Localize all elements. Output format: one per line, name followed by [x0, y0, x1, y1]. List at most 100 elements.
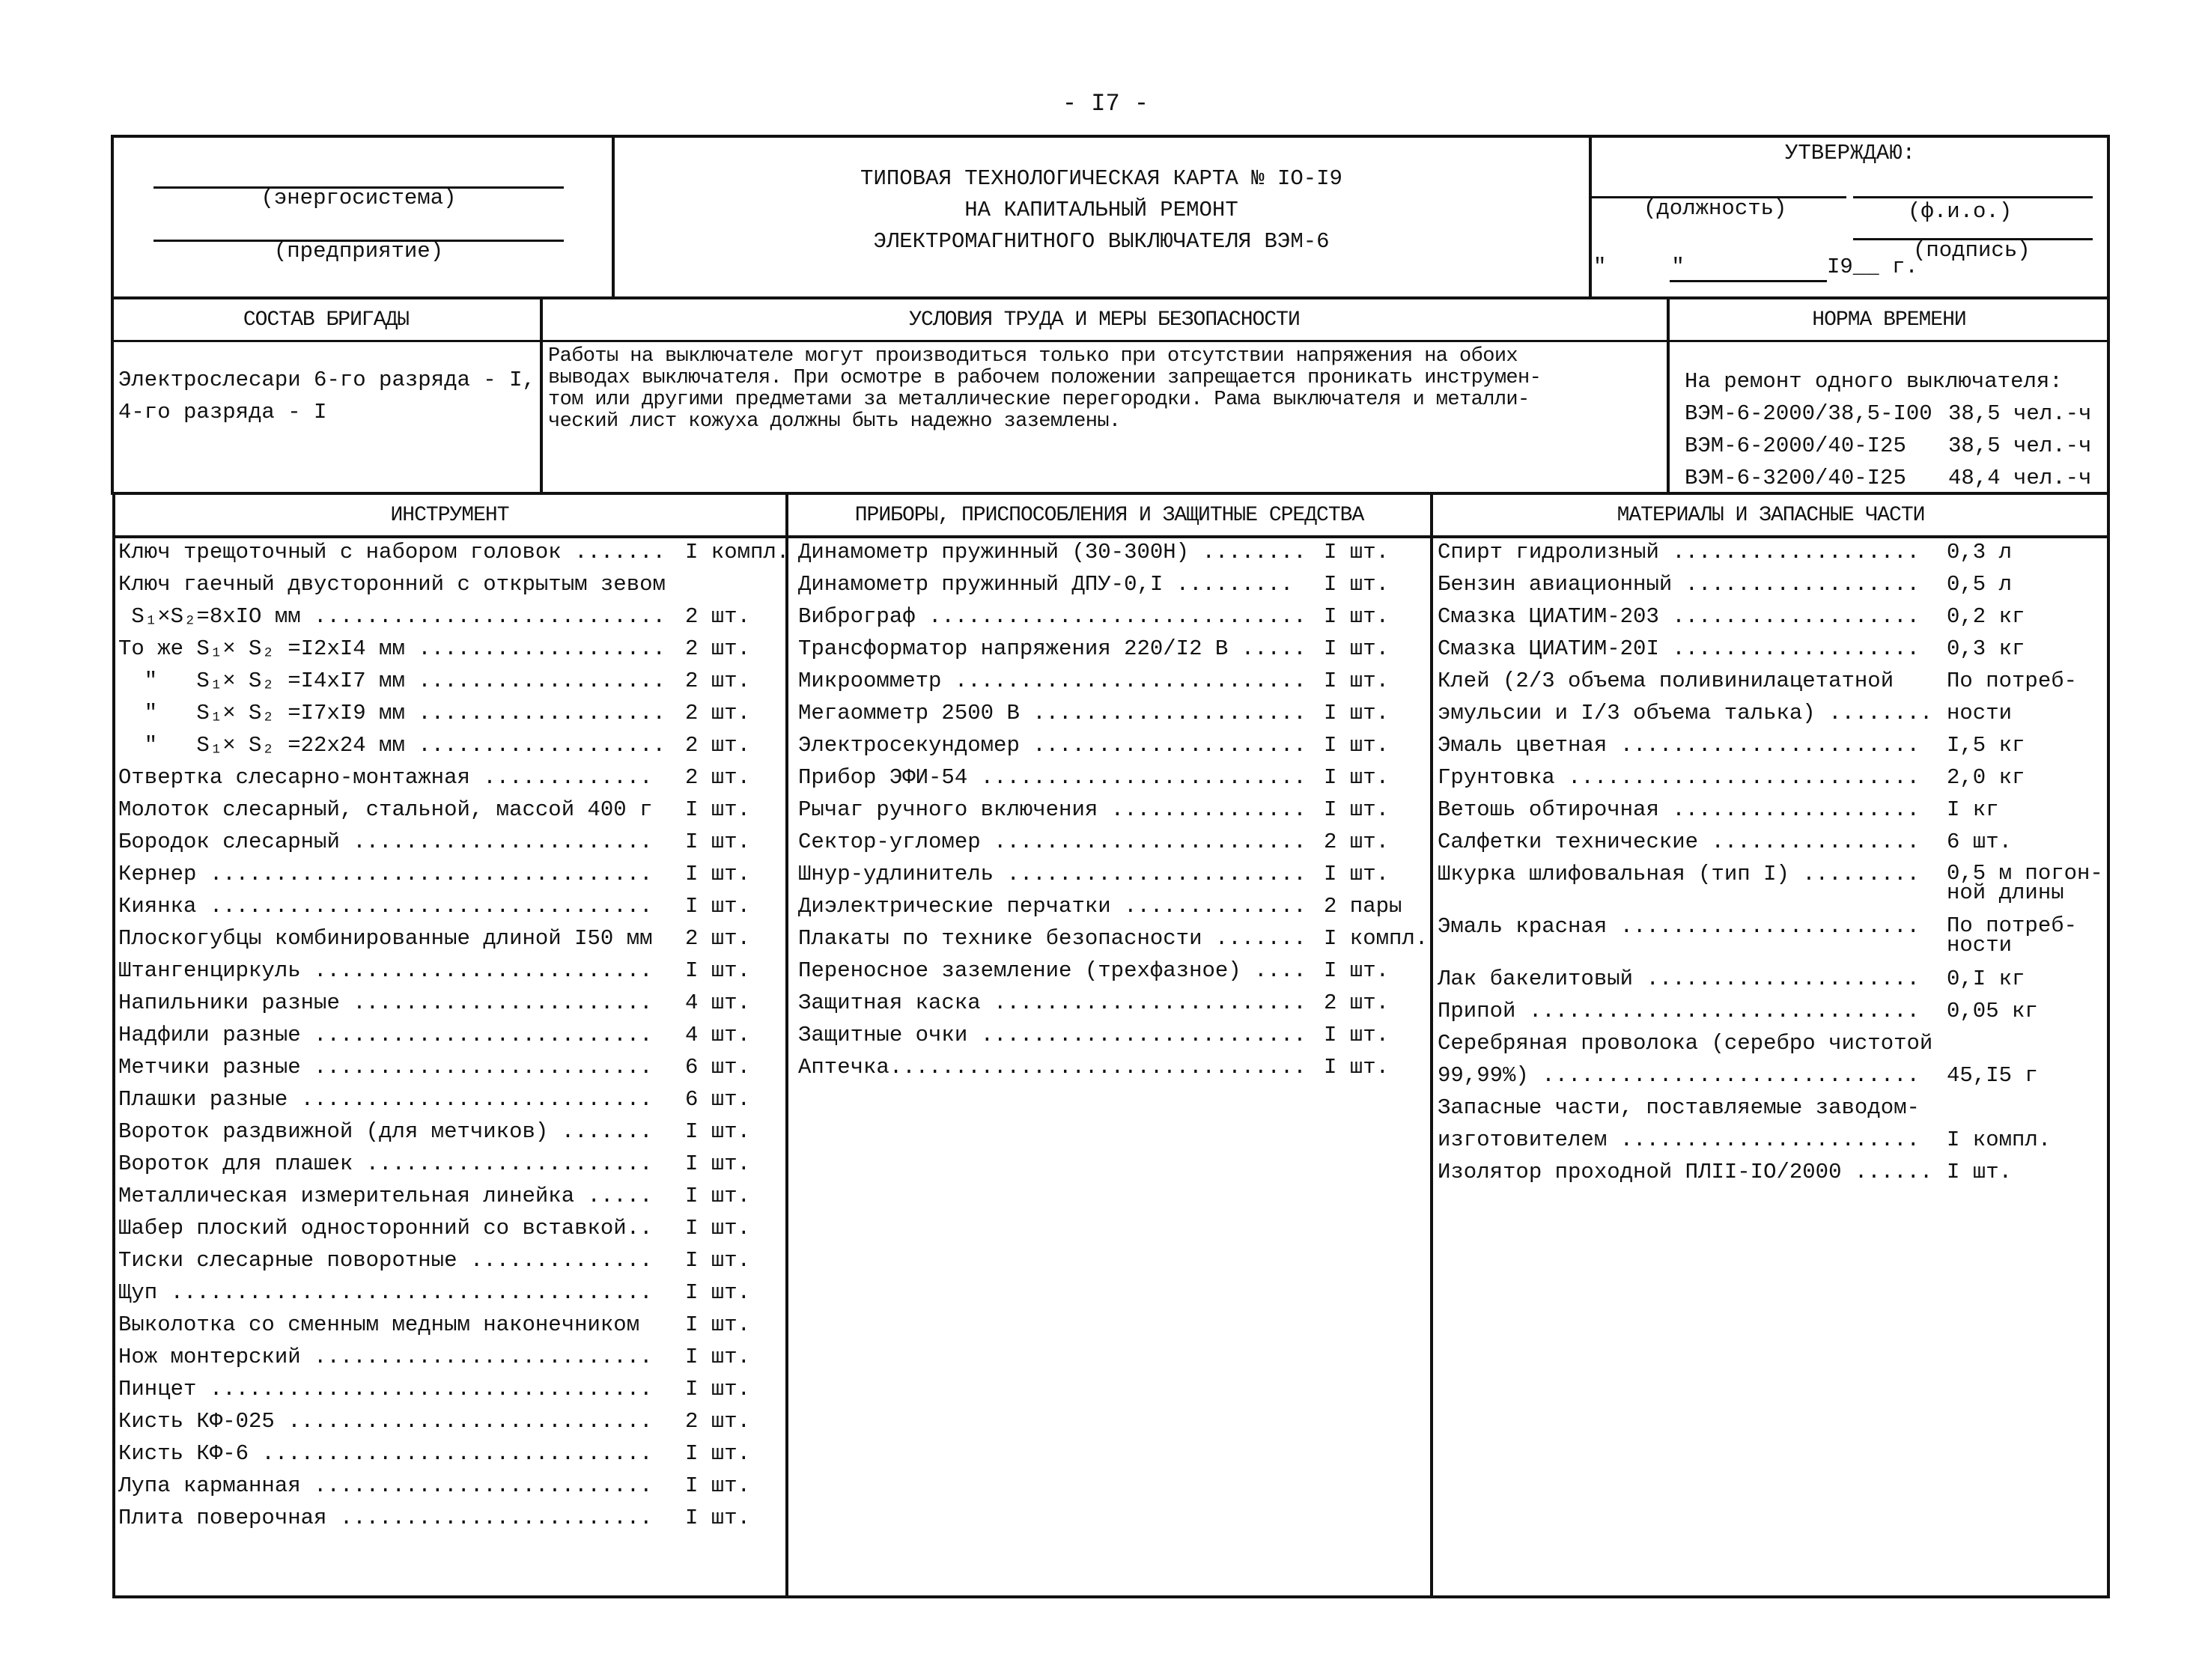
name-line: [1853, 196, 2093, 198]
divider: [785, 492, 788, 1597]
org-label-enterprise: (предприятие): [273, 239, 444, 264]
item-quantity: 2 шт.: [685, 604, 751, 629]
item-quantity: 2 шт.: [685, 926, 751, 951]
item-name: Кисть КФ-025 ...........................…: [118, 1409, 653, 1434]
item-name: Переносное заземление (трехфазное) ....: [798, 958, 1307, 983]
item-quantity: I шт.: [685, 830, 751, 854]
item-name: Щуп ....................................…: [118, 1280, 653, 1305]
item-name: Грунтовка ...........................: [1438, 765, 1920, 790]
item-quantity: По потреб-: [1947, 669, 2078, 693]
item-name: Шабер плоский односторонний со вставкой.…: [118, 1216, 653, 1241]
item-quantity: I шт.: [1324, 733, 1390, 758]
item-name: Виброграф .............................: [798, 604, 1307, 629]
item-name: Напильники разные ......................…: [118, 990, 653, 1015]
item-name: Аптечка................................: [798, 1055, 1307, 1080]
brigade-line: Электрослесари 6-го разряда - I,: [118, 368, 535, 392]
item-name: Микроомметр ...........................: [798, 669, 1307, 693]
item-quantity: I компл.: [1947, 1127, 2052, 1152]
item-name: Смазка ЦИАТИМ-20I ...................: [1438, 636, 1920, 661]
conditions-text: Работы на выключателе могут производитьс…: [548, 345, 1542, 433]
item-quantity: I шт.: [1324, 701, 1390, 725]
item-name: Рычаг ручного включения ...............: [798, 797, 1307, 822]
approve-label: УТВЕРЖДАЮ:: [1784, 141, 1916, 165]
item-name: Прибор ЭФИ-54 .........................: [798, 765, 1307, 790]
item-quantity: I шт.: [1324, 862, 1390, 886]
conditions-line: том или другими предметами за металличес…: [548, 389, 1530, 411]
item-name: S₁×S₂=8xIO мм ..........................…: [118, 604, 666, 629]
item-quantity: 2 пары: [1324, 894, 1402, 919]
item-name: Изолятор проходной ПЛII-IO/2000 ......: [1438, 1160, 1933, 1184]
item-quantity: I компл.: [685, 540, 790, 564]
conditions-line: Работы на выключателе могут производитьс…: [548, 345, 1518, 368]
item-quantity: I шт.: [1324, 797, 1390, 822]
item-quantity: I шт.: [685, 958, 751, 983]
signature-line: [1853, 238, 2093, 240]
brigade-title: СОСТАВ БРИГАДЫ: [243, 308, 410, 332]
item-name: Ключ трещоточный с набором головок .....…: [118, 540, 666, 564]
norm-model: ВЭМ-6-2000/38,5-I00: [1685, 401, 1932, 426]
title-line: НА КАПИТАЛЬНЫЙ РЕМОНТ: [964, 198, 1238, 222]
item-name: Метчики разные .........................…: [118, 1055, 653, 1080]
item-quantity: I шт.: [1324, 604, 1390, 629]
item-quantity: I шт.: [685, 1119, 751, 1144]
item-quantity: I шт.: [1947, 1160, 2013, 1184]
item-quantity: ности: [1947, 701, 2013, 725]
item-name: Кисть КФ-6 .............................…: [118, 1441, 653, 1466]
item-quantity: I шт.: [685, 894, 751, 919]
item-name: эмульсии и I/3 объема талька) ........: [1438, 701, 1933, 725]
item-name: Запасные части, поставляемые заводом-: [1438, 1095, 1920, 1120]
item-name: Защитная каска ........................: [798, 990, 1307, 1015]
item-quantity: I,5 кг: [1947, 733, 2025, 758]
conditions-title: УСЛОВИЯ ТРУДА И МЕРЫ БЕЗОПАСНОСТИ: [909, 308, 1301, 332]
item-name: Тиски слесарные поворотные .............…: [118, 1248, 653, 1273]
divider: [111, 340, 2110, 342]
item-quantity: I шт.: [1324, 669, 1390, 693]
norm-model: ВЭМ-6-3200/40-I25: [1685, 466, 1906, 490]
item-name: Лупа карманная .........................…: [118, 1473, 653, 1498]
item-quantity: 0,3 л: [1947, 540, 2013, 564]
tools-title: ИНСТРУМЕНТ: [390, 504, 509, 527]
norm-row: ВЭМ-6-2000/40-I25 38,5 чел.-ч: [1685, 430, 2091, 462]
name-label: (ф.и.о.): [1908, 199, 2013, 224]
norm-title: НОРМА ВРЕМЕНИ: [1812, 308, 1966, 332]
item-name: Защитные очки .........................: [798, 1023, 1307, 1047]
position-label: (должность): [1643, 196, 1787, 221]
item-name: Динамометр пружинный (30-300Н) ........: [798, 540, 1307, 564]
item-quantity: 45,I5 г: [1947, 1063, 2038, 1088]
item-quantity: 2 шт.: [685, 636, 751, 661]
lists-band: [112, 492, 2110, 1598]
date-quotes: " ": [1593, 255, 1685, 279]
item-name: Нож монтерский .........................…: [118, 1345, 653, 1369]
norm-value: 38,5 чел.-ч: [1948, 401, 2092, 426]
divider: [540, 296, 543, 493]
item-name: Клей (2/3 объема поливинилацетатной: [1438, 669, 1894, 693]
conditions-line: ческий лист кожуха должны быть надежно з…: [548, 410, 1121, 433]
item-quantity: I шт.: [1324, 1055, 1390, 1080]
item-name: Плита поверочная .......................…: [118, 1506, 653, 1530]
item-quantity: 2 шт.: [685, 701, 751, 725]
item-quantity: I шт.: [685, 1473, 751, 1498]
norm-value: 48,4 чел.-ч: [1948, 466, 2092, 490]
item-quantity: 0,3 кг: [1947, 636, 2025, 661]
divider: [1667, 296, 1670, 493]
brigade-line: 4-го разряда - I: [118, 400, 327, 424]
item-name: То же S₁× S₂ =I2xI4 мм .................…: [118, 636, 666, 661]
item-name: Выколотка со сменным медным наконечником: [118, 1312, 640, 1337]
norm-value: 38,5 чел.-ч: [1948, 433, 2092, 458]
signature-label: (подпись): [1913, 238, 2031, 263]
item-quantity: I кг: [1947, 797, 1999, 822]
item-name: " S₁× S₂ =I7xI9 мм ...................: [118, 701, 666, 725]
norm-model: ВЭМ-6-2000/40-I25: [1685, 433, 1906, 458]
item-quantity: I шт.: [1324, 1023, 1390, 1047]
item-name: " S₁× S₂ =I4xI7 мм ...................: [118, 669, 666, 693]
item-name: Шнур-удлинитель .......................: [798, 862, 1307, 886]
item-name: Отвертка слесарно-монтажная ............…: [118, 765, 653, 790]
item-quantity: 0,2 кг: [1947, 604, 2025, 629]
materials-title: МАТЕРИАЛЫ И ЗАПАСНЫЕ ЧАСТИ: [1617, 504, 1926, 527]
brigade-composition: Электрослесари 6-го разряда - I, 4-го ра…: [118, 364, 535, 428]
item-quantity: I шт.: [685, 1312, 751, 1337]
item-quantity: I шт.: [1324, 572, 1390, 597]
item-quantity: 2 шт.: [685, 669, 751, 693]
org-line-2: [153, 240, 564, 242]
item-name: Надфили разные .........................…: [118, 1023, 653, 1047]
